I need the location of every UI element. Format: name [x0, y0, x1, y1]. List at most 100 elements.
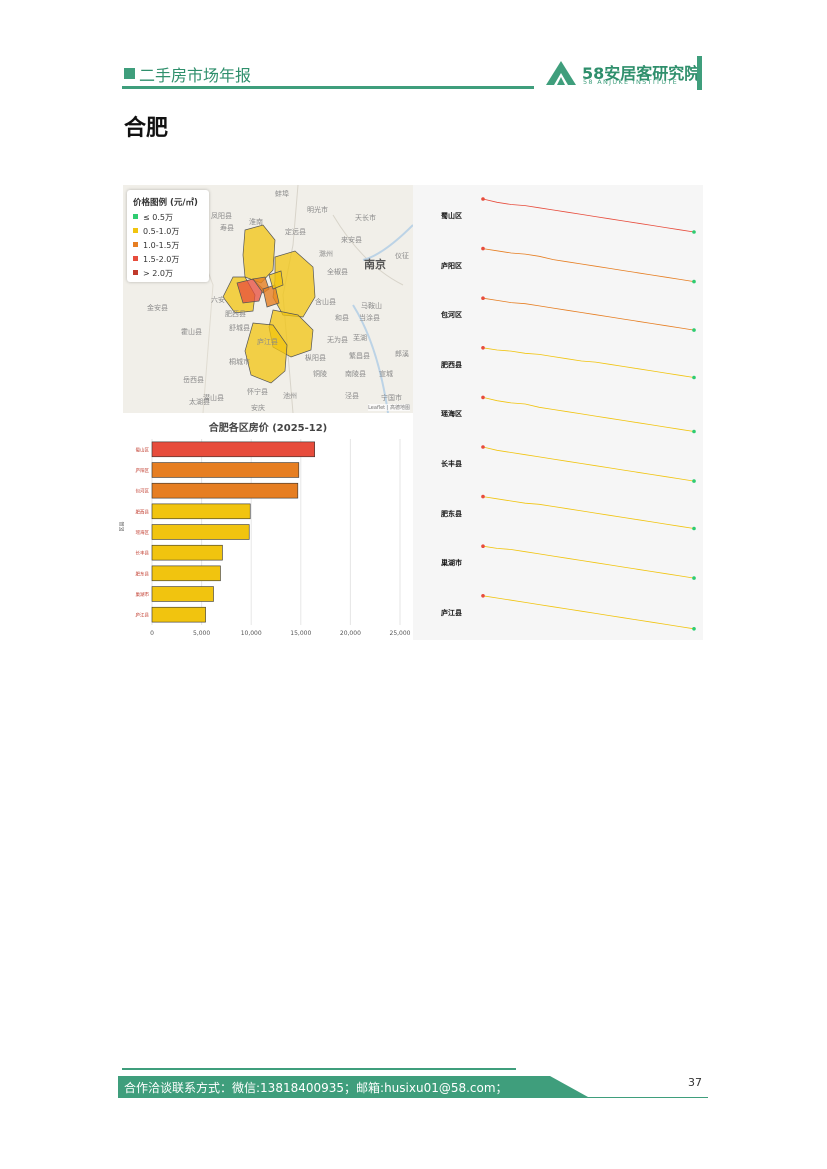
bar-category-label: 肥东县: [136, 570, 150, 577]
place-label: 霍山县: [181, 328, 202, 336]
place-label: 安庆: [251, 404, 265, 412]
report-title: 二手房市场年报: [139, 66, 252, 85]
bar-肥西县[interactable]: [151, 503, 251, 520]
sparkline-end-marker: [692, 375, 696, 380]
bar-庐阳区[interactable]: [151, 462, 300, 478]
footer-underline: [118, 1097, 708, 1098]
place-label: 铜陵: [313, 370, 327, 378]
district-baohe: [262, 284, 280, 308]
sparkline-label: 包河区: [441, 311, 462, 320]
place-label: 定远县: [285, 228, 306, 236]
place-label: 滁州: [319, 250, 333, 258]
map-attribution[interactable]: Leaflet | 高德地图: [368, 404, 410, 411]
bar-巢湖市[interactable]: [151, 586, 214, 602]
bar-xtick-label: 15,000: [290, 630, 311, 637]
sparkline-end-marker: [692, 576, 696, 580]
legend-swatch: [133, 242, 138, 247]
legend-swatch: [133, 256, 138, 261]
brand-logo: 58安居客研究院 58 ANJUKE INSTITUTE: [545, 58, 700, 90]
place-label: 来安县: [341, 236, 362, 244]
header-divider: [122, 86, 534, 89]
sparkline-庐阳区: [482, 248, 695, 282]
sparkline-label: 长丰县: [441, 460, 462, 468]
place-label: 繁昌县: [349, 352, 370, 360]
bar-xtick-label: 5,000: [193, 630, 210, 637]
bar-庐江县[interactable]: [151, 606, 206, 623]
place-label: 寿县: [220, 224, 234, 232]
sparkline-end-marker: [692, 429, 696, 434]
place-label: 舒城县: [229, 324, 250, 332]
bar-xtick-label: 0: [150, 630, 154, 637]
place-label: 潜山县: [203, 394, 224, 402]
place-label: 和县: [335, 314, 349, 322]
legend-item: 0.5-1.0万: [133, 226, 179, 237]
place-label: 含山县: [315, 298, 336, 306]
sparkline-长丰县: [482, 446, 695, 482]
bar-肥东县[interactable]: [151, 565, 221, 582]
place-label: 庐江县: [257, 338, 278, 346]
bar-xtick-label: 25,000: [390, 630, 411, 637]
sparkline-start-marker: [481, 594, 485, 598]
bar-chart-title: 合肥各区房价 (2025-12): [208, 423, 328, 434]
place-label: 泾县: [345, 392, 359, 400]
sparkline-start-marker: [481, 197, 485, 201]
sparkline-end-marker: [692, 328, 696, 332]
sparkline-start-marker: [481, 246, 485, 251]
bar-xtick-label: 10,000: [241, 630, 262, 637]
place-label: 明光市: [307, 206, 328, 214]
bar-长丰县[interactable]: [151, 544, 223, 561]
trend-sparklines: 蜀山区 庐阳区 包河区 肥西县 瑶海区 长丰县 肥东县 巢湖市 庐江县: [413, 185, 703, 640]
place-label: 肥西县: [225, 310, 246, 318]
district-lujiang: [244, 322, 288, 384]
price-map[interactable]: 蚌埠 明光市 天长市 凤阳县 淮南 定远县 来安县 寿县 滁州 南京 仪征 全椒…: [123, 185, 413, 413]
brand-logo-icon: [546, 61, 576, 85]
footer-contact: 合作洽谈联系方式：微信:13818400935；邮箱:husixu01@58.c…: [124, 1081, 508, 1095]
district-yaohai: [268, 270, 284, 290]
district-changfeng: [242, 224, 276, 284]
sparkline-庐江县: [482, 595, 695, 630]
sparkline-end-marker: [692, 627, 696, 631]
place-label: 淮南: [249, 218, 263, 226]
place-label: 枞阳县: [305, 354, 326, 362]
place-label: 金安县: [147, 304, 168, 312]
legend-title: 价格图例 (元/㎡): [133, 198, 198, 208]
place-label: 天长市: [355, 214, 376, 222]
legend-item: 1.5-2.0万: [133, 254, 179, 265]
bar-category-label: 巢湖市: [136, 591, 150, 598]
sparkline-label: 蜀山区: [441, 212, 462, 220]
bar-包河区[interactable]: [151, 482, 299, 499]
sparkline-瑶海区: [482, 397, 695, 432]
sparkline-end-marker: [692, 279, 696, 284]
brand-subtitle: 58 ANJUKE INSTITUTE: [583, 78, 679, 86]
sparkline-end-marker: [692, 479, 696, 483]
bar-chart: 0 5,000 10,000 15,000 20,000 25,000 蜀山区庐阳区包河区肥…: [136, 439, 411, 637]
sparkline-end-marker: [692, 526, 696, 531]
sparkline-label: 肥西县: [441, 360, 462, 369]
place-label: 仪征: [395, 252, 409, 260]
place-label: 太湖县: [189, 398, 210, 406]
legend-swatch: [133, 270, 138, 275]
figure-panel: 蚌埠 明光市 天长市 凤阳县 淮南 定远县 来安县 寿县 滁州 南京 仪征 全椒…: [120, 185, 703, 640]
legend-item: ≤ 0.5万: [133, 212, 173, 223]
sparkline-start-marker: [481, 544, 485, 548]
bar-category-label: 瑶海区: [136, 529, 150, 536]
legend-item: > 2.0万: [133, 268, 173, 279]
bar-category-label: 长丰县: [136, 550, 150, 557]
bar-xtick-label: 20,000: [340, 630, 361, 637]
bar-蜀山区[interactable]: [151, 441, 315, 458]
sparkline-巢湖市: [482, 545, 695, 579]
bar-瑶海区[interactable]: [151, 524, 250, 540]
sparkline-包河区: [482, 297, 695, 331]
place-label: 蚌埠: [275, 190, 289, 198]
sparkline-start-marker: [481, 395, 485, 400]
place-label: 全椒县: [327, 268, 348, 276]
legend-item: 1.0-1.5万: [133, 240, 179, 251]
bar-category-label: 庐江县: [136, 612, 150, 619]
header-accent-bar: [697, 56, 702, 90]
sparkline-label: 庐江县: [441, 608, 462, 617]
sparkline-start-marker: [481, 346, 485, 350]
city-title: 合肥: [124, 116, 169, 141]
sparkline-label: 肥东县: [441, 509, 462, 518]
header-square-icon: [124, 68, 135, 79]
district-shushan: [236, 278, 264, 304]
